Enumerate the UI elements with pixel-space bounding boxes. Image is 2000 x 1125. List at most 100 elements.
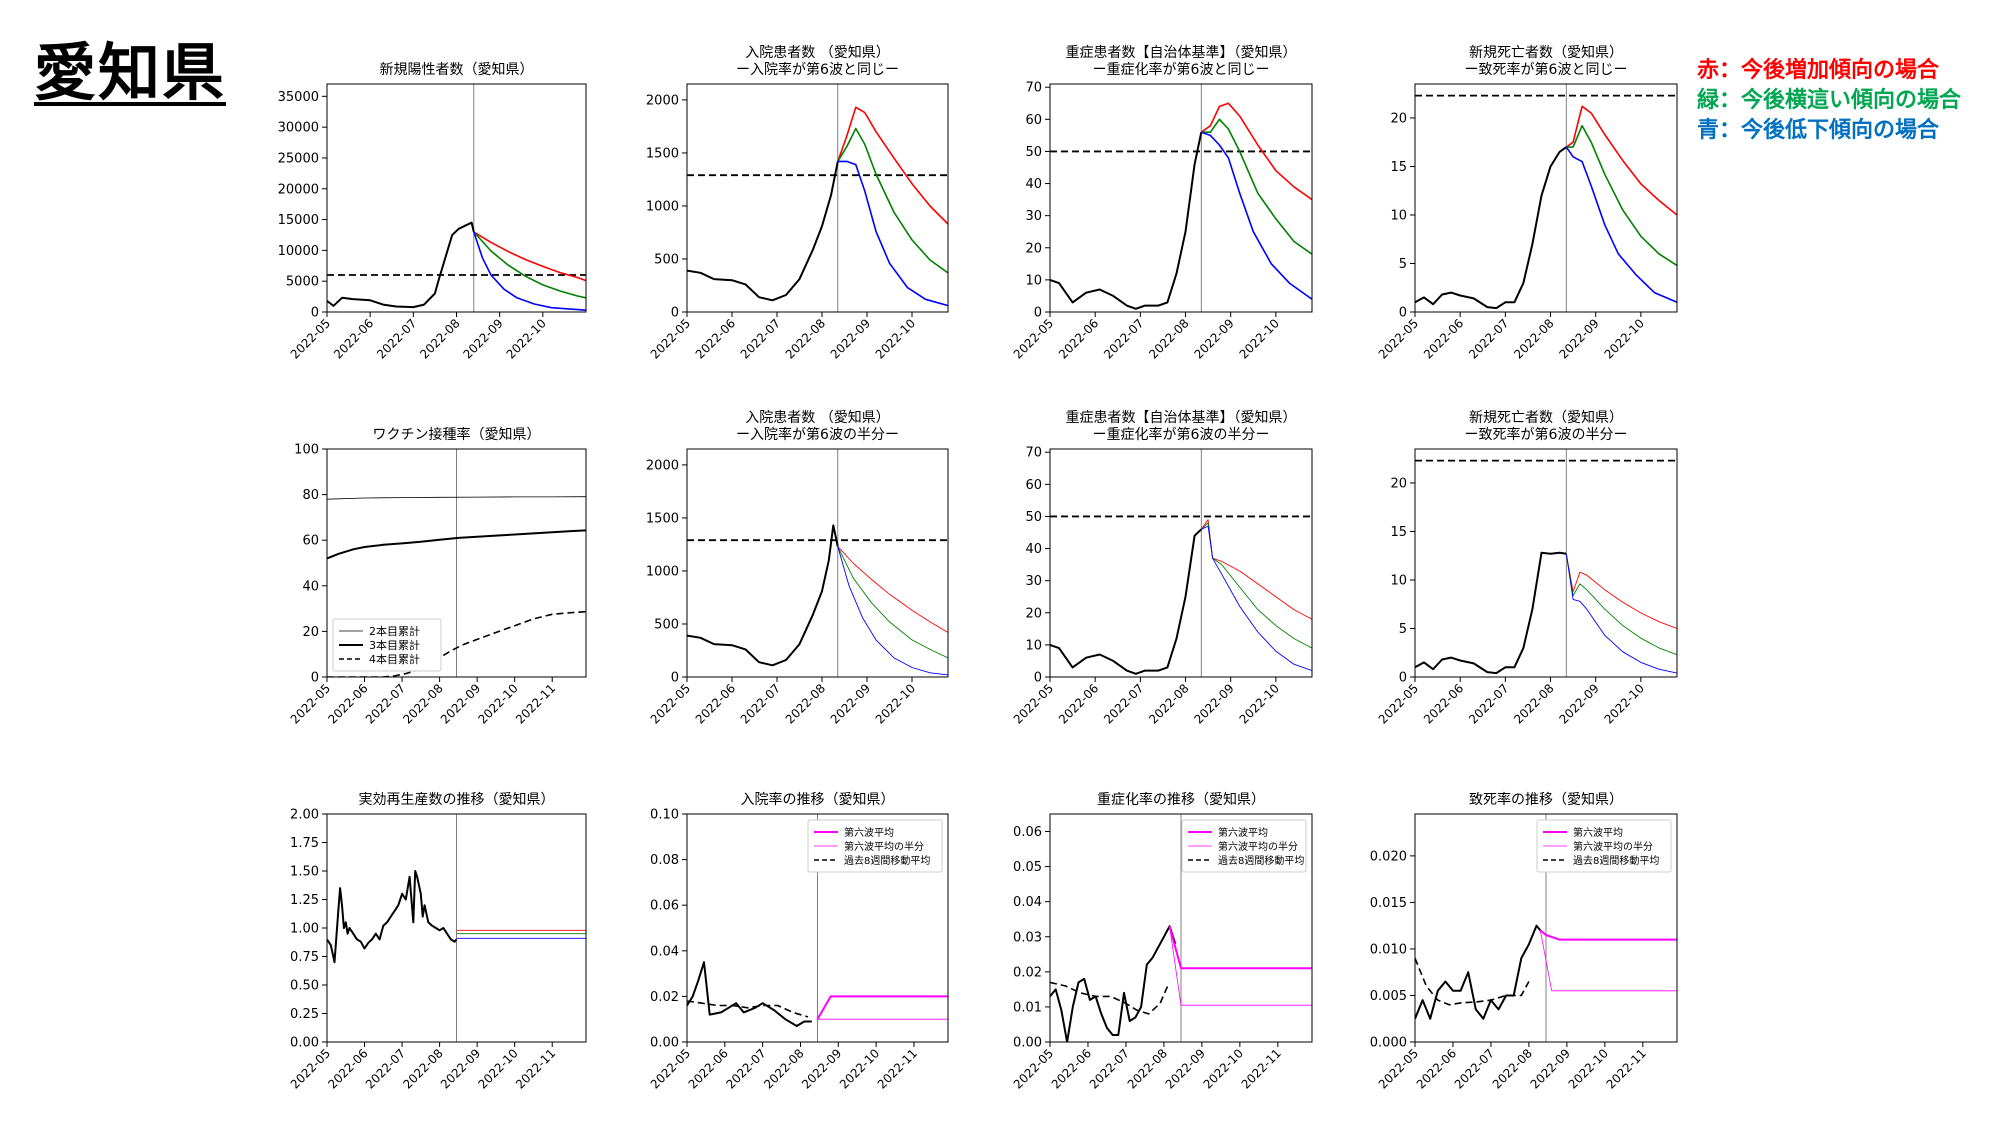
y-tick-label: 40 bbox=[302, 579, 319, 594]
legend-label: 4本目累計 bbox=[369, 652, 420, 666]
plot-frame bbox=[686, 813, 949, 1043]
series-line-3 bbox=[473, 231, 586, 299]
chart-panel-10: 入院率の推移（愛知県） 0.00 0.02 0.04 0.06 0.08 0.10 2022-… bbox=[648, 791, 949, 1092]
y-tick-label: 15000 bbox=[278, 213, 319, 228]
series-line-1 bbox=[1050, 925, 1177, 1042]
series-line-3 bbox=[1201, 118, 1312, 255]
legend-box bbox=[332, 618, 442, 672]
series-line-3 bbox=[1168, 925, 1312, 970]
x-tick-label: 2022-05 bbox=[1376, 1046, 1421, 1091]
plot-frame bbox=[1414, 813, 1678, 1043]
plot-area bbox=[1050, 449, 1312, 677]
series-line-2 bbox=[1050, 981, 1169, 1015]
y-tick-label: 0.02 bbox=[650, 990, 679, 1005]
x-tick-label: 2022-09 bbox=[1191, 681, 1236, 726]
chart-title: ー重症化率が第6波と同じー bbox=[1093, 61, 1270, 78]
x-tick-label: 2022-06 bbox=[1049, 1046, 1094, 1091]
page-title: 愛知県 bbox=[34, 36, 227, 109]
y-tick-label: 0.005 bbox=[1370, 989, 1407, 1004]
chart-title: ワクチン接種率（愛知県） bbox=[373, 426, 541, 443]
x-tick-label: 2022-07 bbox=[723, 1046, 768, 1091]
y-tick-label: 0.00 bbox=[1013, 1036, 1042, 1051]
chart-title: ー致死率が第6波の半分ー bbox=[1465, 426, 1628, 443]
series-line-2 bbox=[327, 529, 586, 560]
plot-frame bbox=[1414, 83, 1678, 313]
plot-area bbox=[1050, 814, 1312, 1042]
series-line-4 bbox=[1539, 930, 1677, 992]
legend-label: 2本目累計 bbox=[369, 624, 420, 638]
plot-frame bbox=[326, 83, 587, 313]
y-tick-label: 35000 bbox=[278, 90, 319, 105]
y-tick-label: 20 bbox=[1025, 241, 1042, 256]
y-tick-label: 20 bbox=[302, 625, 319, 640]
y-tick-label: 40 bbox=[1025, 177, 1042, 192]
chart-panel-1: 新規陽性者数（愛知県） 0 5000 10000 15000 20000 25000 3000… bbox=[278, 61, 587, 362]
y-tick-label: 50 bbox=[1025, 510, 1042, 525]
x-tick-label: 2022-10 bbox=[1566, 1046, 1611, 1091]
chart-panel-2: 入院患者数 （愛知県）ー入院率が第6波と同じー 0 500 1000 1500 2000 2… bbox=[646, 44, 949, 362]
x-tick-label: 2022-06 bbox=[693, 681, 738, 726]
plot-frame bbox=[1049, 448, 1313, 678]
chart-title: 新規陽性者数（愛知県） bbox=[380, 61, 534, 78]
x-tick-label: 2022-07 bbox=[1466, 316, 1511, 361]
y-tick-label: 2000 bbox=[646, 93, 679, 108]
x-tick-label: 2022-06 bbox=[325, 681, 370, 726]
y-tick-label: 5 bbox=[1399, 622, 1407, 637]
y-tick-label: 0 bbox=[1034, 306, 1042, 321]
y-tick-label: 0.06 bbox=[1013, 825, 1042, 840]
y-tick-label: 0 bbox=[1399, 306, 1407, 321]
y-tick-label: 0 bbox=[1034, 671, 1042, 686]
chart-title: 実効再生産数の推移（愛知県） bbox=[359, 791, 555, 808]
x-tick-label: 2022-11 bbox=[513, 1046, 558, 1091]
x-tick-label: 2022-10 bbox=[1237, 681, 1282, 726]
x-tick-label: 2022-08 bbox=[1511, 316, 1556, 361]
series-line-1 bbox=[327, 496, 586, 500]
x-tick-label: 2022-10 bbox=[475, 1046, 520, 1091]
plot-frame bbox=[1414, 448, 1678, 678]
x-tick-label: 2022-06 bbox=[1056, 681, 1101, 726]
x-tick-label: 2022-07 bbox=[1452, 1046, 1497, 1091]
y-tick-label: 0.02 bbox=[1013, 965, 1042, 980]
x-tick-label: 2022-08 bbox=[1490, 1046, 1535, 1091]
x-tick-label: 2022-08 bbox=[1146, 681, 1191, 726]
scenario-legend-red: 赤：今後増加傾向の場合 bbox=[1697, 58, 1940, 83]
x-tick-label: 2022-11 bbox=[875, 1046, 920, 1091]
chart-title: 致死率の推移（愛知県） bbox=[1469, 791, 1623, 808]
y-tick-label: 15 bbox=[1390, 525, 1407, 540]
plot-area bbox=[687, 84, 948, 312]
y-tick-label: 20 bbox=[1390, 111, 1407, 126]
y-tick-label: 1000 bbox=[646, 564, 679, 579]
x-tick-label: 2022-05 bbox=[1376, 681, 1421, 726]
x-tick-label: 2022-09 bbox=[1163, 1046, 1208, 1091]
x-tick-label: 2022-05 bbox=[648, 681, 693, 726]
x-tick-label: 2022-11 bbox=[1239, 1046, 1284, 1091]
chart-title: 重症患者数【自治体基準】（愛知県） bbox=[1066, 44, 1297, 61]
series-line-3 bbox=[837, 546, 948, 659]
y-tick-label: 0 bbox=[1399, 671, 1407, 686]
legend-label: 過去8週間移動平均 bbox=[844, 854, 930, 867]
y-tick-label: 60 bbox=[302, 534, 319, 549]
x-tick-label: 2022-09 bbox=[828, 316, 873, 361]
x-tick-label: 2022-06 bbox=[325, 1046, 370, 1091]
x-tick-label: 2022-11 bbox=[1604, 1046, 1649, 1091]
plot-frame bbox=[686, 83, 949, 313]
chart-title: ー致死率が第6波と同じー bbox=[1465, 61, 1628, 78]
series-line-4 bbox=[1169, 926, 1312, 1006]
x-tick-label: 2022-07 bbox=[1101, 681, 1146, 726]
y-tick-label: 0.04 bbox=[650, 944, 679, 959]
series-line-2 bbox=[687, 1000, 809, 1018]
plot-area bbox=[1050, 84, 1312, 312]
y-tick-label: 0.015 bbox=[1370, 896, 1407, 911]
y-tick-label: 0 bbox=[671, 671, 679, 686]
x-tick-label: 2022-11 bbox=[513, 681, 558, 726]
x-tick-label: 2022-08 bbox=[1125, 1046, 1170, 1091]
x-tick-label: 2022-08 bbox=[1146, 316, 1191, 361]
y-tick-label: 100 bbox=[294, 443, 319, 458]
x-tick-label: 2022-10 bbox=[475, 681, 520, 726]
x-tick-label: 2022-05 bbox=[288, 1046, 333, 1091]
chart-panel-12: 致死率の推移（愛知県） 0.000 0.005 0.010 0.015 0.020 2022… bbox=[1370, 791, 1678, 1092]
legend-label: 3本目累計 bbox=[369, 638, 420, 652]
x-tick-label: 2022-07 bbox=[738, 681, 783, 726]
